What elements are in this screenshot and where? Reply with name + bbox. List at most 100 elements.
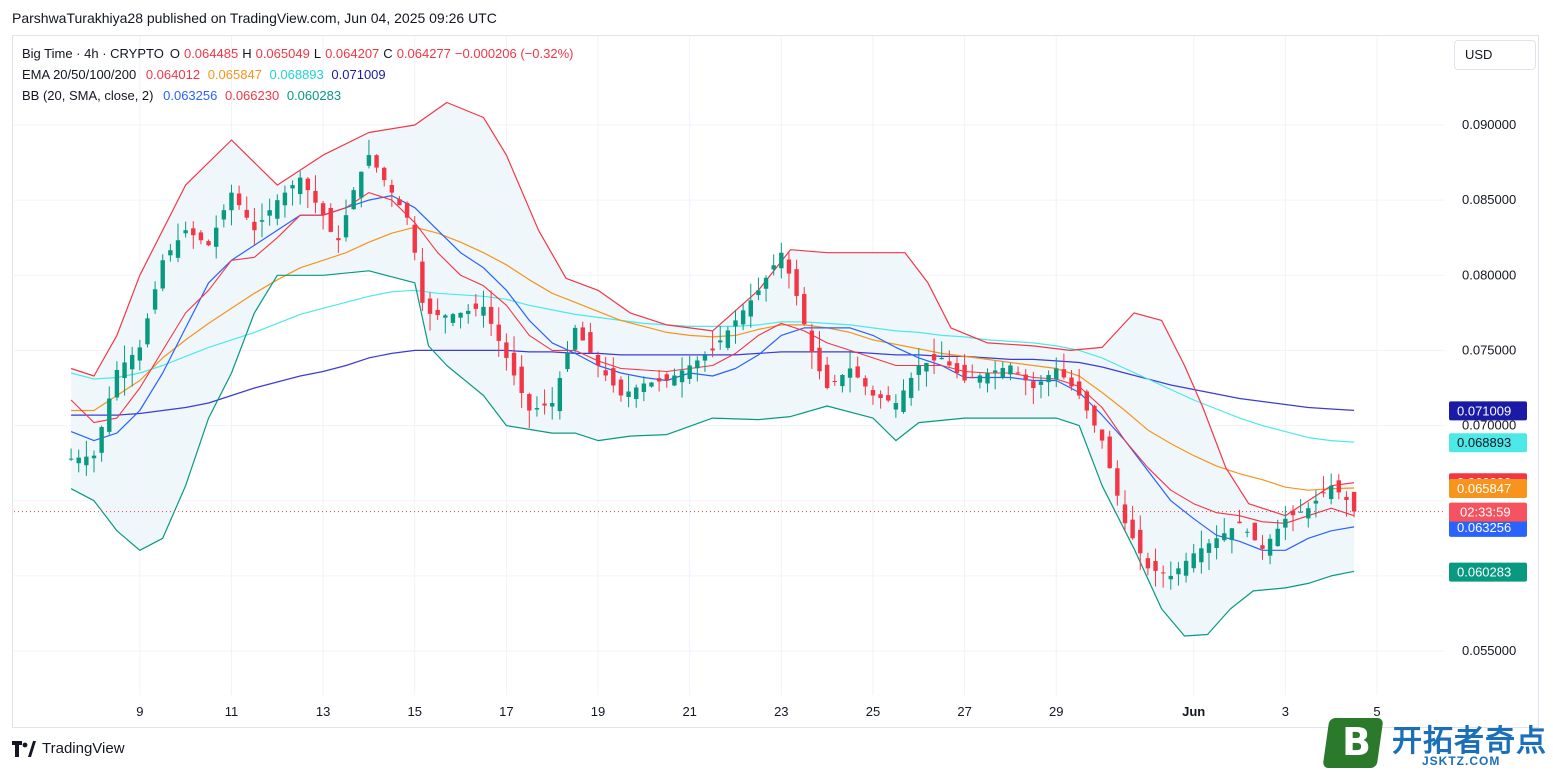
candle-body xyxy=(718,340,723,343)
time-tick-label: 11 xyxy=(225,704,239,719)
candle-body xyxy=(779,252,784,269)
countdown-tag-bg xyxy=(1449,502,1527,522)
candle-body xyxy=(343,215,349,238)
candle-body xyxy=(519,366,524,394)
candle-body xyxy=(1115,468,1120,496)
candle-body xyxy=(91,455,97,459)
candle-body xyxy=(725,330,731,348)
candle-body xyxy=(962,364,967,381)
candle-body xyxy=(794,269,799,296)
candle-body xyxy=(702,355,708,361)
candle-body xyxy=(336,238,341,241)
candle-body xyxy=(1038,381,1044,385)
candle-body xyxy=(565,352,570,370)
candle-body xyxy=(267,210,272,216)
candle-body xyxy=(1054,368,1059,380)
candle-body xyxy=(939,357,944,360)
candle-body xyxy=(1191,553,1196,569)
tradingview-logo[interactable]: TradingView xyxy=(12,740,125,757)
candle-body xyxy=(649,382,654,387)
candle-body xyxy=(496,324,501,341)
bb-basis-value: 0.063256 xyxy=(163,88,218,103)
candle-body xyxy=(832,380,837,382)
candle-body xyxy=(1229,528,1235,540)
candle-body xyxy=(359,171,364,198)
bb-lower-line xyxy=(70,270,1355,637)
candle-body xyxy=(221,210,227,220)
candle-body xyxy=(1130,519,1135,539)
candle-body xyxy=(527,394,532,411)
bb-basis-line xyxy=(70,195,1355,551)
indicator-lines xyxy=(70,101,1355,637)
candle-body xyxy=(695,360,700,369)
candle-body xyxy=(572,327,578,350)
bollinger-band-fill xyxy=(71,102,1355,636)
currency-button[interactable]: USD xyxy=(1454,40,1536,70)
watermark-title: 开拓者奇点 xyxy=(1392,724,1547,759)
price-tag-bg xyxy=(1449,478,1527,498)
candle-body xyxy=(435,309,440,316)
time-tick-label: 27 xyxy=(957,704,971,719)
close-label: C xyxy=(383,46,393,61)
candle-body xyxy=(297,177,303,195)
legend-ohlc: Big Time · 4h · CRYPTO O 0.064485 H 0.065049… xyxy=(22,46,577,61)
candle-body xyxy=(634,387,639,399)
candle-body xyxy=(1176,568,1181,575)
bb-label: BB (20, SMA, close, 2) xyxy=(22,88,154,103)
price-tag: 0.063256 xyxy=(1457,520,1511,535)
candle-body xyxy=(290,185,295,189)
watermark-sub: JSKTZ.COM xyxy=(1422,754,1501,768)
bb-upper-value: 0.066230 xyxy=(224,88,280,103)
ema100-line xyxy=(70,289,1355,443)
candle-body xyxy=(771,265,776,270)
candle-body xyxy=(626,391,631,398)
candle-body xyxy=(1244,531,1250,533)
time-tick-label: 25 xyxy=(866,704,880,719)
candle-body xyxy=(213,227,219,247)
candle-body xyxy=(511,352,517,376)
bb-lower-value: 0.060283 xyxy=(286,88,342,103)
candle-body xyxy=(1153,561,1158,571)
price-tag-bg xyxy=(1449,562,1527,582)
candle-body xyxy=(985,372,990,384)
candle-body xyxy=(99,427,104,453)
candle-body xyxy=(908,377,914,398)
candle-body xyxy=(427,298,433,314)
candle-body xyxy=(1122,504,1128,524)
candle-body xyxy=(168,250,173,256)
candle-body xyxy=(1145,558,1151,569)
candle-body xyxy=(809,330,815,353)
time-axis: 9 11 13 15 17 19 21 23 25 27 29 Jun 3 5 xyxy=(136,704,1380,719)
candle-body xyxy=(1336,480,1342,493)
candle-body xyxy=(68,458,74,460)
candle-body xyxy=(374,155,379,168)
price-tick-label: 0.075000 xyxy=(1462,342,1516,357)
candle-body xyxy=(443,315,448,318)
candle-body xyxy=(412,224,417,253)
time-tick-label: 3 xyxy=(1282,704,1289,719)
candle-body xyxy=(916,365,921,375)
candle-body xyxy=(1160,572,1166,574)
candle-body xyxy=(580,327,585,341)
candle-body xyxy=(145,318,150,345)
candle-body xyxy=(1214,538,1219,548)
candle-body xyxy=(191,228,196,236)
close-value: 0.064277 xyxy=(396,46,451,61)
candle-body xyxy=(1206,543,1212,553)
candle-body xyxy=(886,395,891,401)
price-tag-bg xyxy=(1449,517,1527,537)
candle-body xyxy=(114,369,120,398)
time-tick-label: 17 xyxy=(499,704,513,719)
candle-body xyxy=(1237,521,1242,524)
candle-body xyxy=(1107,436,1112,469)
price-tag: 0.071009 xyxy=(1457,403,1511,418)
candle-body xyxy=(175,240,181,258)
price-tag-bg xyxy=(1449,401,1527,421)
candle-body xyxy=(664,374,669,381)
candle-body xyxy=(84,456,89,466)
candle-body xyxy=(252,221,257,231)
candle-body xyxy=(595,354,601,366)
time-tick-label: Jun xyxy=(1182,704,1205,719)
countdown-tag: 02:33:59 xyxy=(1460,505,1511,520)
